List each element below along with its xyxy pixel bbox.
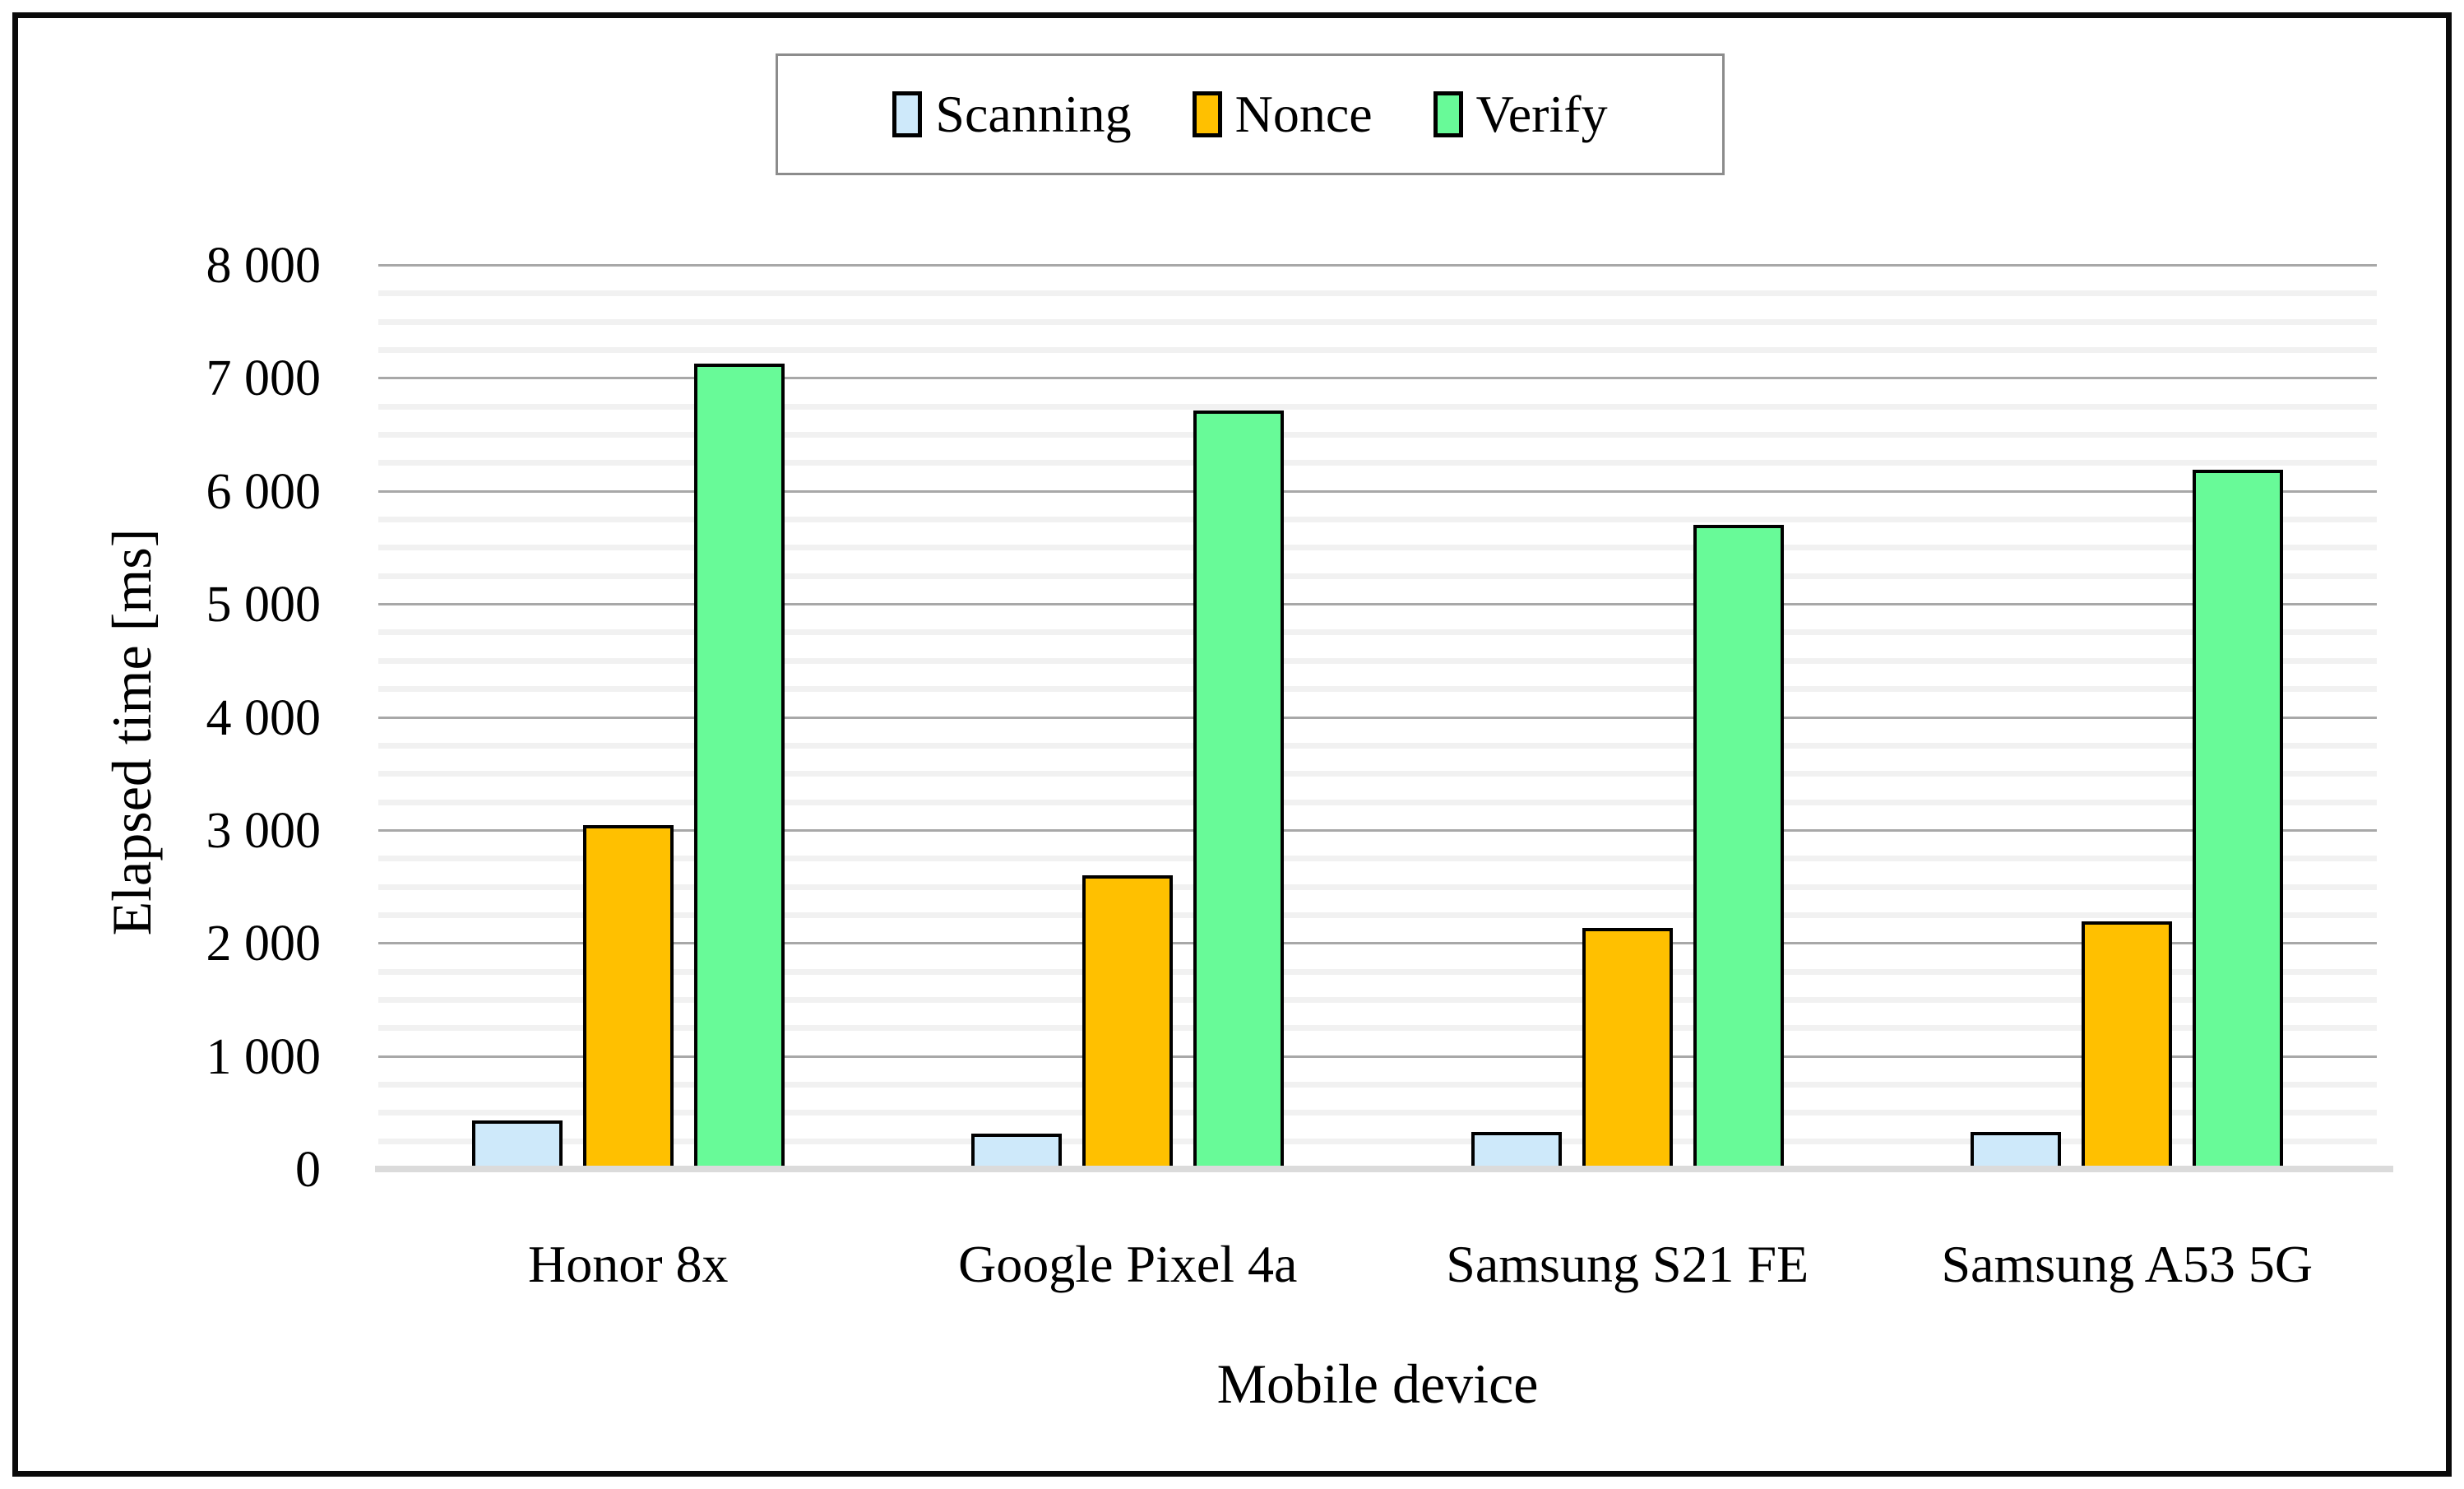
grid-minor-line — [378, 1025, 2377, 1032]
bar-nonce-1 — [583, 825, 674, 1169]
legend-item: Scanning — [892, 85, 1132, 143]
grid-minor-line — [378, 460, 2377, 466]
grid-major-line — [378, 828, 2377, 832]
x-tick-label: Samsung A53 5G — [1941, 1235, 2313, 1293]
legend-item: Nonce — [1192, 85, 1373, 143]
grid-major-line — [378, 377, 2377, 380]
legend-label: Scanning — [935, 85, 1132, 143]
bar-scanning-1 — [472, 1120, 563, 1169]
x-tick-label: Honor 8x — [527, 1235, 729, 1293]
legend-swatch-icon — [1192, 91, 1222, 137]
grid-minor-line — [378, 799, 2377, 805]
grid-minor-line — [378, 545, 2377, 551]
figure-frame — [12, 12, 2452, 1477]
grid-minor-line — [378, 968, 2377, 975]
y-tick-label: 2 000 — [206, 916, 322, 972]
grid-minor-line — [378, 686, 2377, 693]
bar-verify-2 — [1193, 411, 1284, 1169]
bar-verify-1 — [694, 364, 785, 1169]
y-tick-label: 0 — [295, 1142, 321, 1198]
bar-verify-4 — [2193, 470, 2283, 1169]
bar-nonce-2 — [1082, 875, 1173, 1169]
grid-major-line — [378, 1055, 2377, 1058]
legend-label: Nonce — [1234, 85, 1373, 143]
grid-minor-line — [378, 856, 2377, 862]
legend-swatch-icon — [1433, 91, 1463, 137]
y-tick-label: 5 000 — [206, 577, 322, 633]
grid-minor-line — [378, 657, 2377, 664]
y-tick-label: 4 000 — [206, 689, 322, 746]
grid-minor-line — [378, 996, 2377, 1003]
bar-scanning-4 — [1971, 1132, 2061, 1169]
grid-minor-line — [378, 1110, 2377, 1116]
bar-nonce-3 — [1582, 928, 1673, 1169]
y-tick-label: 6 000 — [206, 463, 322, 520]
grid-minor-line — [378, 290, 2377, 297]
x-axis-title: Mobile device — [1216, 1352, 1539, 1415]
grid-major-line — [378, 603, 2377, 606]
grid-minor-line — [378, 517, 2377, 523]
grid-minor-line — [378, 573, 2377, 579]
grid-minor-line — [378, 1081, 2377, 1088]
grid-minor-line — [378, 884, 2377, 890]
y-tick-label: 1 000 — [206, 1028, 322, 1085]
grid-major-line — [378, 264, 2377, 267]
bar-nonce-4 — [2082, 921, 2172, 1169]
legend-label: Verify — [1475, 85, 1608, 143]
legend-swatch-icon — [892, 91, 923, 137]
grid-minor-line — [378, 1138, 2377, 1144]
y-tick-label: 7 000 — [206, 350, 322, 407]
bar-scanning-3 — [1471, 1132, 1562, 1169]
grid-minor-line — [378, 403, 2377, 410]
x-tick-label: Samsung S21 FE — [1446, 1235, 1809, 1293]
grid-major-line — [378, 942, 2377, 945]
x-tick-label: Google Pixel 4a — [958, 1235, 1298, 1293]
grid-minor-line — [378, 347, 2377, 354]
y-tick-label: 8 000 — [206, 238, 322, 294]
grid-minor-line — [378, 318, 2377, 325]
y-axis-title: Elapsed time [ms] — [100, 528, 163, 936]
legend-item: Verify — [1433, 88, 1608, 141]
grid-major-line — [378, 489, 2377, 493]
grid-minor-line — [378, 742, 2377, 749]
grid-minor-line — [378, 911, 2377, 918]
grid-minor-line — [378, 771, 2377, 777]
grid-minor-line — [378, 629, 2377, 636]
bar-verify-3 — [1693, 525, 1784, 1169]
grid-major-line — [378, 716, 2377, 719]
bar-scanning-2 — [971, 1134, 1062, 1169]
y-tick-label: 3 000 — [206, 802, 322, 859]
x-axis-line — [375, 1166, 2393, 1172]
grid-minor-line — [378, 432, 2377, 438]
legend: Scanning Nonce Verify — [776, 53, 1725, 175]
